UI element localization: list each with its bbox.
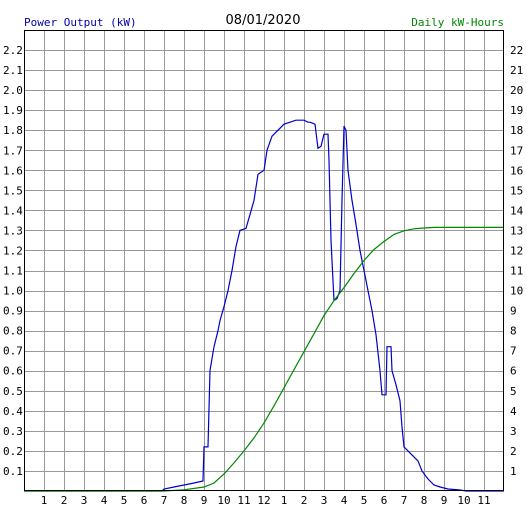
right-tick-label: 19 xyxy=(510,104,523,117)
left-tick-label: 1.8 xyxy=(3,124,23,137)
left-tick-label: 2.0 xyxy=(3,84,23,97)
x-axis-ticks: 1 2 3 4 5 6 7 8 9 10 11 12 1 2 3 4 5 6 7 8 9 10 11 xyxy=(41,494,491,507)
right-tick-label: 11 xyxy=(510,265,523,278)
chart-series xyxy=(24,119,504,492)
left-axis-ticks: 0.1 0.2 0.3 0.4 0.5 0.6 0.7 0.8 0.9 1.0 1.1 1.2 1.3 1… xyxy=(3,44,23,478)
x-tick-label: 1 xyxy=(41,494,48,507)
x-tick-label: 8 xyxy=(421,494,428,507)
power-output-line xyxy=(24,119,504,492)
x-tick-label: 7 xyxy=(401,494,408,507)
right-tick-label: 20 xyxy=(510,84,523,97)
right-tick-label: 8 xyxy=(510,325,517,338)
right-tick-label: 16 xyxy=(510,164,523,177)
right-tick-label: 4 xyxy=(510,405,517,418)
x-tick-label: 3 xyxy=(81,494,88,507)
left-tick-label: 1.4 xyxy=(3,204,23,217)
right-tick-label: 6 xyxy=(510,365,517,378)
left-tick-label: 1.6 xyxy=(3,164,23,177)
x-tick-label: 4 xyxy=(341,494,348,507)
left-axis-label: Power Output (kW) xyxy=(24,16,137,29)
left-tick-label: 0.7 xyxy=(3,345,23,358)
x-tick-label: 11 xyxy=(477,494,490,507)
right-tick-label: 13 xyxy=(510,224,523,237)
right-tick-label: 12 xyxy=(510,244,523,257)
right-tick-label: 14 xyxy=(510,204,524,217)
left-tick-label: 1.5 xyxy=(3,184,23,197)
x-tick-label: 6 xyxy=(381,494,388,507)
x-tick-label: 5 xyxy=(121,494,128,507)
left-tick-label: 1.2 xyxy=(3,244,23,257)
left-tick-label: 0.2 xyxy=(3,445,23,458)
right-tick-label: 22 xyxy=(510,44,523,57)
x-tick-label: 7 xyxy=(161,494,168,507)
x-tick-label: 8 xyxy=(181,494,188,507)
left-tick-label: 0.3 xyxy=(3,425,23,438)
chart-title: 08/01/2020 xyxy=(226,13,301,28)
chart-grid xyxy=(24,30,504,491)
x-tick-label: 2 xyxy=(61,494,68,507)
right-tick-label: 21 xyxy=(510,64,523,77)
daily-kwh-line xyxy=(24,226,504,492)
x-tick-label: 12 xyxy=(257,494,270,507)
x-tick-label: 10 xyxy=(217,494,230,507)
left-tick-label: 0.6 xyxy=(3,365,23,378)
left-tick-label: 0.9 xyxy=(3,305,23,318)
right-tick-label: 15 xyxy=(510,184,523,197)
x-tick-label: 9 xyxy=(201,494,208,507)
left-tick-label: 1.9 xyxy=(3,104,23,117)
left-tick-label: 0.1 xyxy=(3,465,23,478)
right-tick-label: 10 xyxy=(510,285,523,298)
left-tick-label: 0.4 xyxy=(3,405,23,418)
x-tick-label: 6 xyxy=(141,494,148,507)
plot-frame xyxy=(24,30,504,491)
right-tick-label: 7 xyxy=(510,345,517,358)
right-tick-label: 18 xyxy=(510,124,523,137)
x-tick-label: 3 xyxy=(321,494,328,507)
right-tick-label: 9 xyxy=(510,305,517,318)
right-tick-label: 17 xyxy=(510,144,523,157)
left-tick-label: 1.0 xyxy=(3,285,23,298)
right-tick-label: 5 xyxy=(510,385,517,398)
left-tick-label: 1.7 xyxy=(3,144,23,157)
x-tick-label: 4 xyxy=(101,494,108,507)
left-tick-label: 1.1 xyxy=(3,265,23,278)
right-axis-label: Daily kW-Hours xyxy=(411,16,504,29)
left-tick-label: 0.8 xyxy=(3,325,23,338)
right-tick-label: 2 xyxy=(510,445,517,458)
right-tick-label: 3 xyxy=(510,425,517,438)
x-tick-label: 5 xyxy=(361,494,368,507)
left-tick-label: 2.2 xyxy=(3,44,23,57)
x-tick-label: 1 xyxy=(281,494,288,507)
x-tick-label: 10 xyxy=(457,494,470,507)
left-tick-label: 0.5 xyxy=(3,385,23,398)
x-tick-label: 9 xyxy=(441,494,448,507)
x-tick-label: 11 xyxy=(237,494,250,507)
x-tick-label: 2 xyxy=(301,494,308,507)
left-tick-label: 1.3 xyxy=(3,224,23,237)
right-tick-label: 1 xyxy=(510,465,517,478)
left-tick-label: 2.1 xyxy=(3,64,23,77)
